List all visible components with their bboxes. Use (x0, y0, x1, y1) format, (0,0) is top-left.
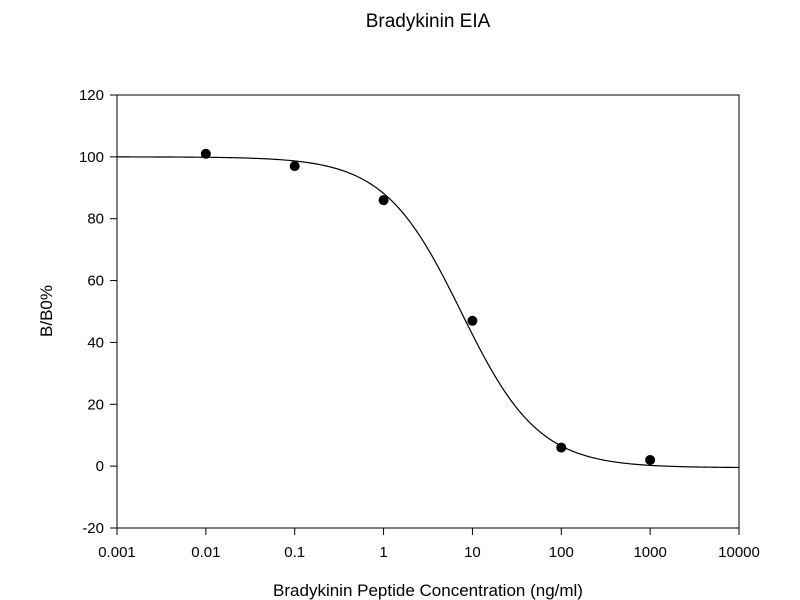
y-tick-label: 100 (79, 149, 104, 166)
y-axis: -20 0 20 40 60 80 100 120 (79, 87, 117, 537)
data-point (467, 315, 478, 326)
x-tick-label: 100 (549, 544, 574, 561)
data-point (645, 454, 656, 465)
y-tick-label: 80 (87, 211, 104, 228)
data-points (200, 148, 656, 465)
y-tick-label: -20 (82, 520, 104, 537)
data-point (200, 148, 211, 159)
x-tick-label: 0.01 (191, 544, 220, 561)
x-axis: 0.001 0.01 0.1 1 10 100 1000 10000 (98, 528, 760, 561)
y-axis-title: B/B0% (37, 285, 56, 337)
chart-title: Bradykinin EIA (366, 11, 491, 32)
fit-curve (117, 156, 740, 469)
y-tick-label: 120 (79, 87, 104, 104)
data-point (378, 195, 389, 206)
x-tick-label: 10 (464, 544, 481, 561)
x-tick-label: 10000 (718, 544, 760, 561)
x-axis-title: Bradykinin Peptide Concentration (ng/ml) (273, 581, 583, 600)
x-tick-label: 0.001 (98, 544, 136, 561)
plot-border (116, 94, 740, 529)
x-tick-label: 1 (379, 544, 387, 561)
data-point (289, 161, 300, 172)
x-tick-label: 1000 (633, 544, 666, 561)
fit-curve-line (117, 156, 740, 469)
y-tick-label: 0 (96, 458, 104, 475)
y-tick-label: 20 (87, 396, 104, 413)
x-tick-label: 0.1 (284, 544, 305, 561)
data-point (556, 442, 567, 453)
plot-frame (116, 94, 740, 529)
y-tick-label: 60 (87, 273, 104, 290)
y-tick-label: 40 (87, 334, 104, 351)
